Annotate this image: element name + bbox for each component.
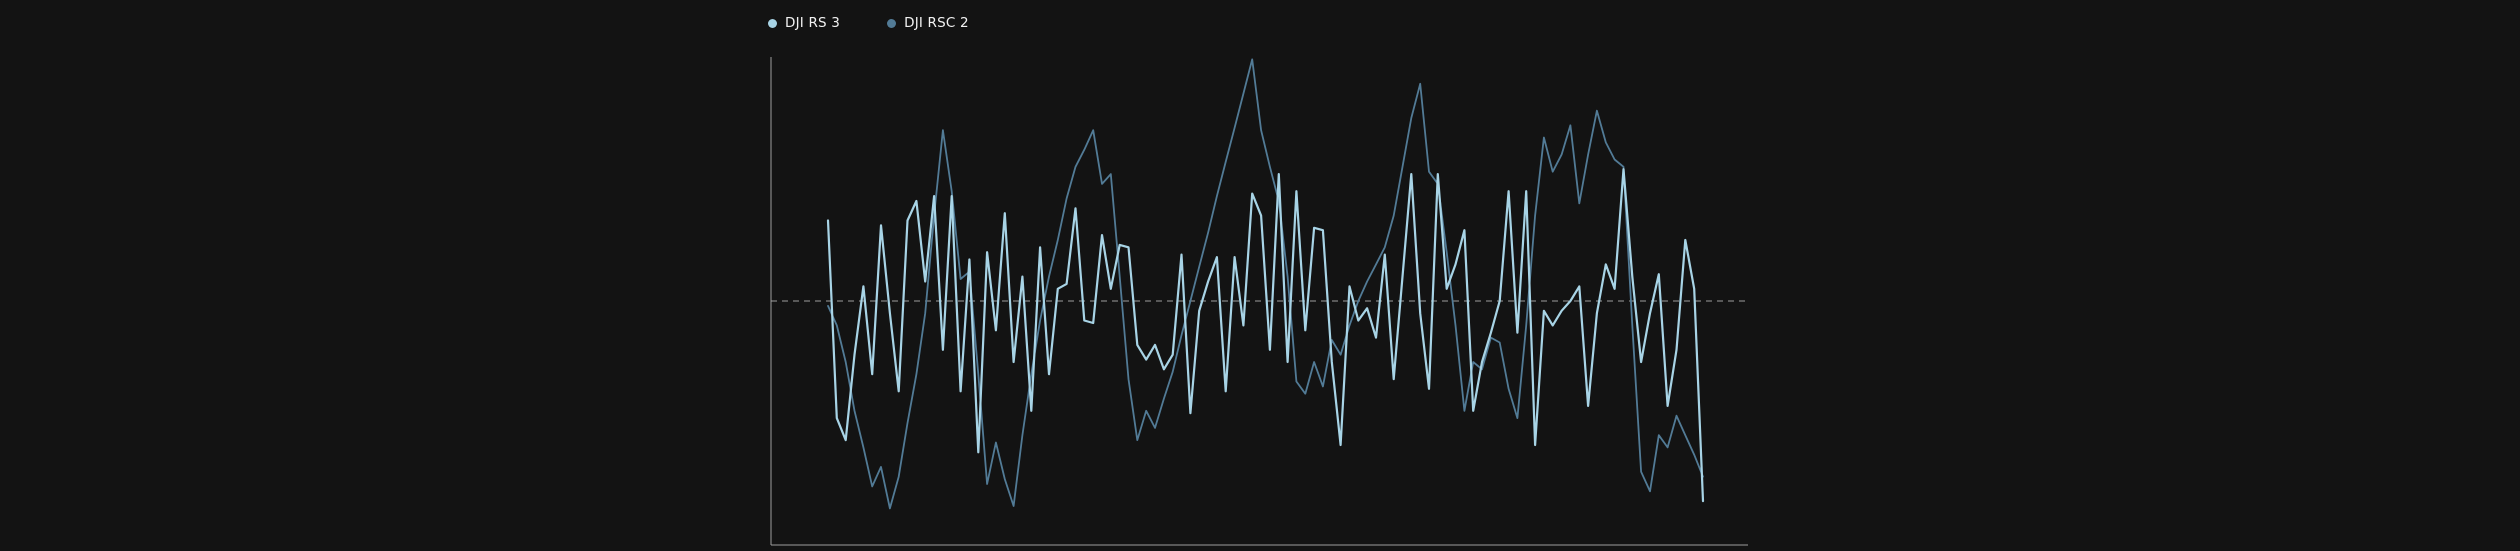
legend-label-dji-rsc-2: DJI RSC 2 bbox=[904, 15, 969, 31]
legend-marker-dji-rsc-2-icon bbox=[887, 18, 897, 28]
legend-label-dji-rs-3: DJI RS 3 bbox=[785, 15, 841, 31]
series-line-dji-rs-3 bbox=[826, 168, 1705, 503]
legend-marker-dji-rs-3-icon bbox=[768, 18, 777, 28]
chart-legend: DJI RS 3 DJI RSC 2 bbox=[768, 14, 969, 32]
legend-item-dji-rsc-2[interactable]: DJI RSC 2 bbox=[887, 14, 969, 32]
series-line-dji-rsc-2 bbox=[827, 58, 1704, 510]
legend-item-dji-rs-3[interactable]: DJI RS 3 bbox=[768, 14, 840, 32]
